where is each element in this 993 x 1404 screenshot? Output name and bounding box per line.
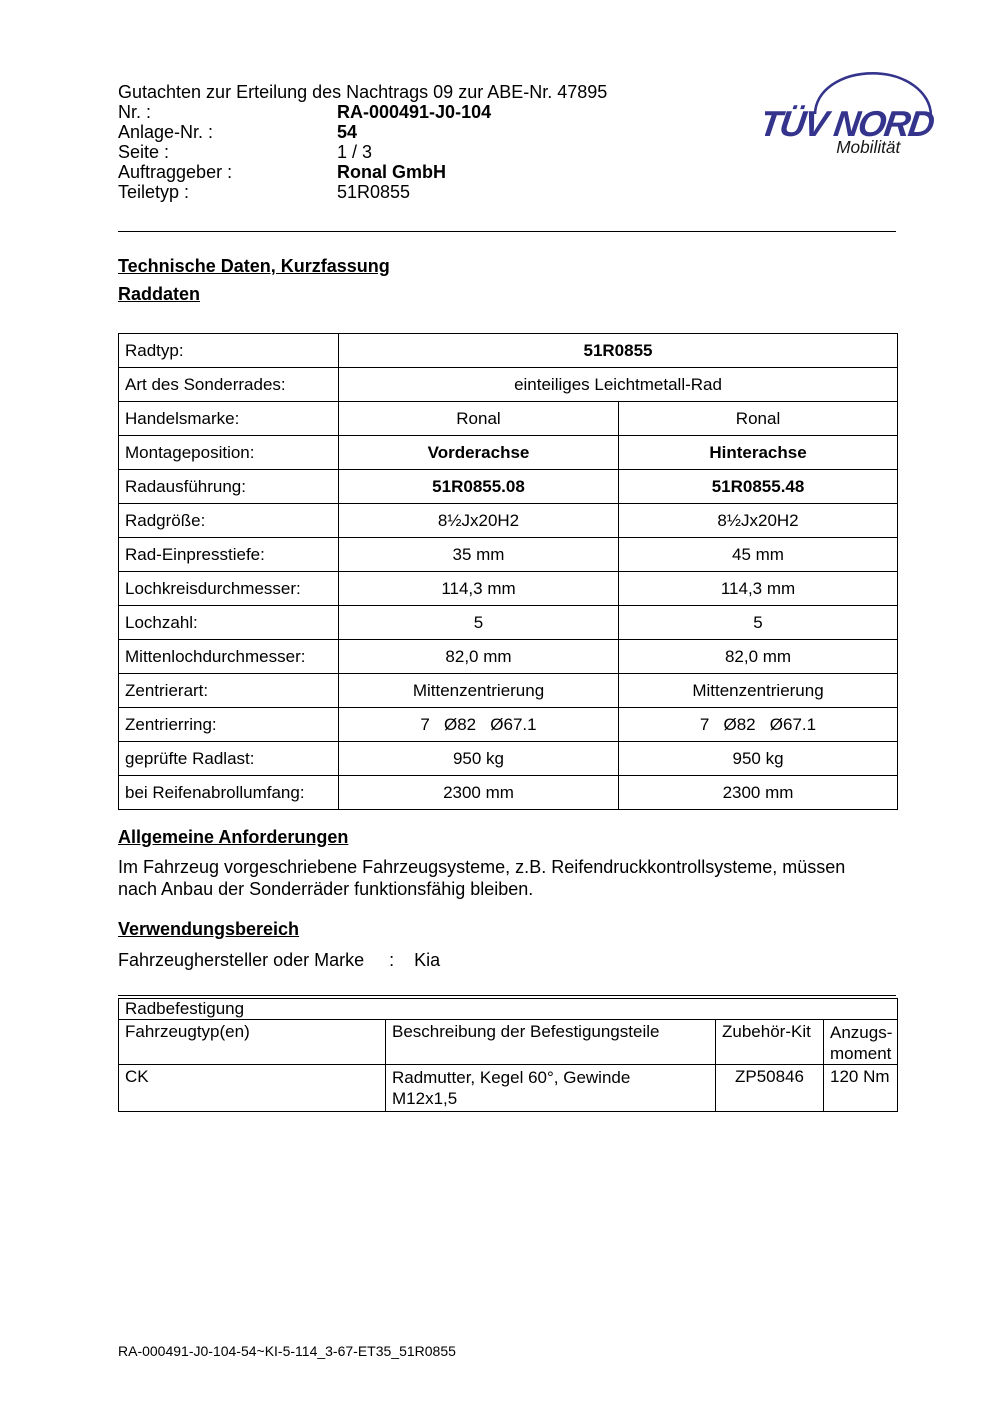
svg-text:Mobilität: Mobilität	[836, 137, 901, 157]
